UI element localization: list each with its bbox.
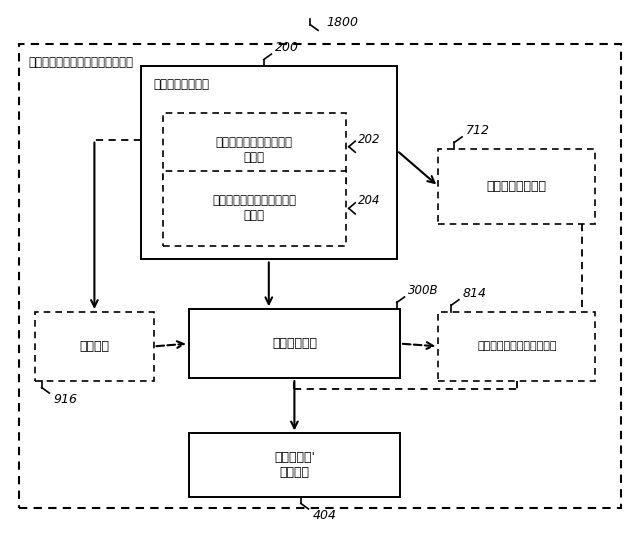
Text: 300B: 300B <box>408 284 439 297</box>
Bar <box>35 312 154 381</box>
Text: 202: 202 <box>358 132 381 146</box>
Bar <box>19 44 621 508</box>
Bar <box>189 433 400 497</box>
Bar <box>438 312 595 381</box>
Text: 200: 200 <box>275 41 300 54</box>
Bar <box>438 149 595 224</box>
Text: 814: 814 <box>463 286 487 300</box>
Text: サラウンド'
仮想化器: サラウンド' 仮想化器 <box>274 451 315 479</box>
Text: 916: 916 <box>53 393 77 406</box>
Text: 404: 404 <box>312 509 337 522</box>
Text: 調整ユニット: 調整ユニット <box>272 337 317 350</box>
Text: 204: 204 <box>358 194 381 207</box>
Text: パラメータ平滑化ユニット: パラメータ平滑化ユニット <box>477 341 557 352</box>
Text: 712: 712 <box>466 124 490 137</box>
Bar <box>163 113 346 188</box>
Bar <box>163 171 346 246</box>
Text: オーディオ分類器: オーディオ分類器 <box>154 78 210 92</box>
Text: 型平滑化ユニット: 型平滑化ユニット <box>487 180 547 193</box>
Text: オーディオ・コンテキスト
分類器: オーディオ・コンテキスト 分類器 <box>212 194 296 222</box>
Bar <box>141 66 397 259</box>
Text: サラウンド仮想化器コントローラ: サラウンド仮想化器コントローラ <box>29 56 134 70</box>
Text: タイマー: タイマー <box>79 340 109 353</box>
Bar <box>189 309 400 378</box>
Text: 1800: 1800 <box>326 15 358 29</box>
Text: オーディオ・コンテンツ
分類器: オーディオ・コンテンツ 分類器 <box>216 136 293 164</box>
